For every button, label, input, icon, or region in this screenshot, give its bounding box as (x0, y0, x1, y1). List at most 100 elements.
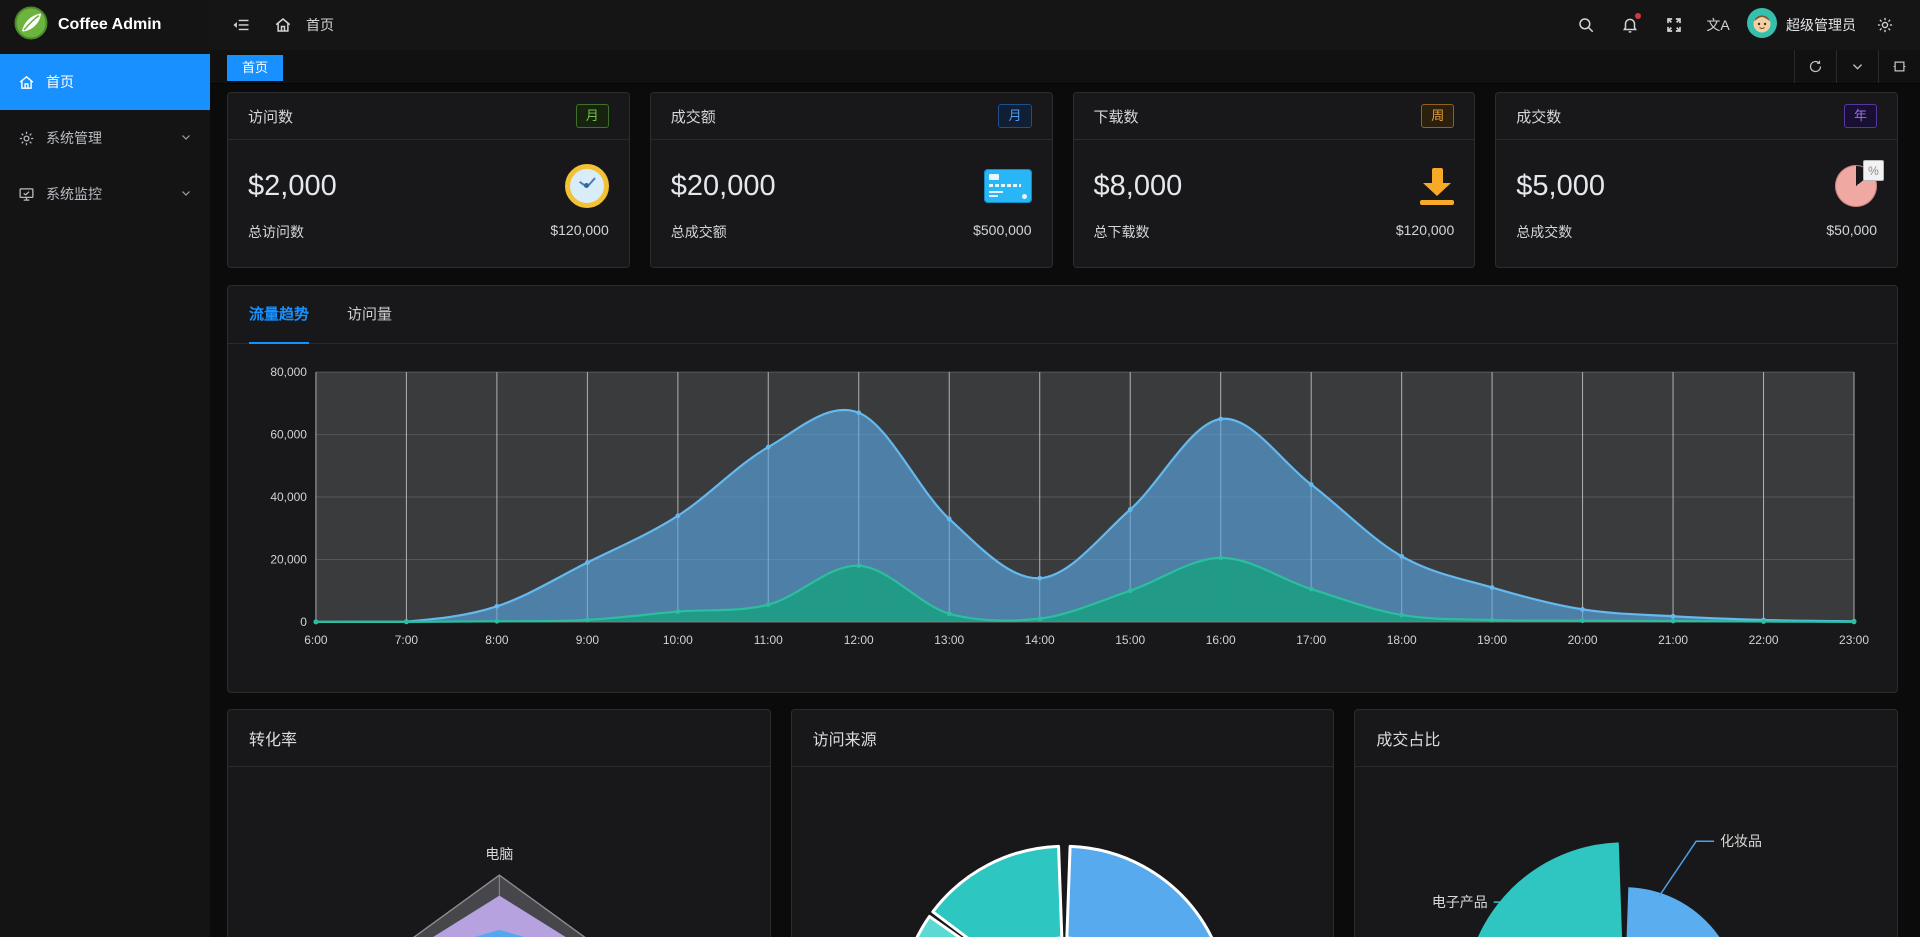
stat-footer-value: $120,000 (550, 222, 609, 238)
stat-card-header: 下载数 周 (1073, 93, 1475, 140)
sidebar-item-label: 系统管理 (46, 130, 102, 146)
stat-card-header: 访问数 月 (228, 93, 629, 140)
tags-controls (1794, 50, 1920, 83)
sidebar-item-label: 系统监控 (46, 186, 102, 202)
svg-text:80,000: 80,000 (270, 365, 307, 379)
sidebar: Coffee Admin 首页 系统管理 系统监控 (0, 0, 210, 937)
svg-text:7:00: 7:00 (395, 633, 419, 647)
stat-card-header: 成交额 月 (650, 93, 1052, 140)
svg-text:10:00: 10:00 (663, 633, 693, 647)
traffic-trend-card: 流量趋势 访问量 0 20,000 40,000 60,000 80,000 6:00 7:… (227, 285, 1898, 693)
user-menu[interactable]: 超级管理员 (1747, 7, 1856, 43)
settings-gear-icon[interactable] (1870, 10, 1900, 40)
period-badge: 月 (998, 104, 1032, 128)
svg-text:12:00: 12:00 (844, 633, 874, 647)
stat-card-downloads: 下载数 周 $8,000 总下载数 $120,000 (1072, 92, 1476, 268)
period-badge: 年 (1843, 104, 1877, 128)
clock-icon (564, 164, 609, 208)
stat-title: 下载数 (1093, 108, 1139, 126)
translate-glyph: 文A (1706, 17, 1730, 33)
svg-text:6:00: 6:00 (304, 633, 328, 647)
stat-card-deals: 成交数 年 $5,000 % 总成交数 $50,000 (1495, 92, 1898, 268)
chevron-down-icon (180, 186, 192, 202)
visit-source-donut-chart (792, 767, 1334, 937)
avatar (1747, 7, 1777, 43)
sidebar-menu: 首页 系统管理 系统监控 (0, 54, 210, 222)
svg-text:19:00: 19:00 (1477, 633, 1507, 647)
svg-text:化妆品: 化妆品 (1720, 833, 1762, 849)
svg-text:20:00: 20:00 (1568, 633, 1598, 647)
chevron-down-icon[interactable] (1836, 50, 1878, 83)
svg-text:14:00: 14:00 (1025, 633, 1055, 647)
card-title: 转化率 (228, 710, 770, 767)
svg-text:0: 0 (300, 615, 307, 629)
svg-text:15:00: 15:00 (1115, 633, 1145, 647)
deal-share-card: 成交占比 化妆品电子产品 (1354, 709, 1899, 937)
traffic-trend-chart: 0 20,000 40,000 60,000 80,000 6:00 7:00 8:00 9:0… (248, 360, 1877, 672)
stat-footer-value: $500,000 (973, 222, 1032, 238)
svg-text:60,000: 60,000 (270, 428, 307, 442)
svg-text:16:00: 16:00 (1206, 633, 1236, 647)
svg-text:8:00: 8:00 (485, 633, 509, 647)
menu-fold-icon[interactable] (226, 10, 256, 40)
bell-icon[interactable] (1615, 10, 1645, 40)
stat-value: $20,000 (670, 169, 776, 202)
leaf-logo-icon (14, 6, 48, 45)
svg-text:电子产品: 电子产品 (1432, 894, 1488, 910)
stat-title: 访问数 (248, 108, 294, 126)
sidebar-item-home[interactable]: 首页 (0, 54, 210, 110)
sidebar-item-system-monitor[interactable]: 系统监控 (0, 166, 210, 222)
home-icon (17, 73, 35, 91)
conversion-rate-card: 转化率 电脑充电器耳机 (227, 709, 771, 937)
download-icon (1420, 167, 1455, 205)
stat-card-header: 成交数 年 (1496, 93, 1897, 140)
conversion-radar-chart: 电脑充电器耳机 (228, 767, 770, 937)
stat-footer-label: 总访问数 (248, 224, 304, 240)
stat-value: $8,000 (1093, 169, 1183, 202)
card-title: 访问来源 (791, 710, 1334, 767)
stat-card-turnover: 成交额 月 $20,000 总成交额 $500,000 (649, 92, 1053, 268)
breadcrumb-home-icon[interactable] (268, 10, 298, 40)
stat-footer-value: $120,000 (1395, 222, 1455, 238)
credit-card-icon (983, 169, 1032, 203)
translate-icon[interactable]: 文A (1703, 10, 1733, 40)
visit-source-card: 访问来源 (790, 709, 1335, 937)
deal-share-pie-chart: 化妆品电子产品 (1355, 767, 1897, 937)
stat-footer-label: 总下载数 (1093, 224, 1150, 240)
sidebar-item-label: 首页 (46, 74, 74, 90)
pie-percent-icon: % (1835, 160, 1884, 207)
refresh-icon[interactable] (1794, 50, 1836, 83)
search-icon[interactable] (1571, 10, 1601, 40)
card-title: 成交占比 (1355, 710, 1898, 767)
svg-text:20,000: 20,000 (270, 552, 307, 566)
stat-footer-value: $50,000 (1826, 222, 1877, 238)
stat-card-visits: 访问数 月 $2,000 总访问数 $120,000 (227, 92, 630, 268)
svg-text:21:00: 21:00 (1658, 633, 1688, 647)
fullscreen-icon[interactable] (1659, 10, 1689, 40)
notification-dot (1635, 13, 1641, 19)
svg-text:11:00: 11:00 (754, 633, 783, 647)
svg-text:电脑: 电脑 (485, 846, 513, 862)
chevron-down-icon (180, 130, 192, 146)
main-content: 访问数 月 $2,000 总访问数 $120,000 成交额 月 (210, 84, 1920, 937)
sidebar-item-system-admin[interactable]: 系统管理 (0, 110, 210, 166)
breadcrumb: 首页 (306, 17, 334, 33)
svg-text:9:00: 9:00 (576, 633, 600, 647)
stat-value: $2,000 (248, 169, 337, 202)
svg-text:13:00: 13:00 (934, 633, 964, 647)
trend-tabs: 流量趋势 访问量 (228, 286, 1897, 344)
maximize-icon[interactable] (1878, 50, 1920, 83)
svg-text:40,000: 40,000 (270, 490, 307, 504)
tag-home[interactable]: 首页 (227, 55, 284, 81)
svg-text:22:00: 22:00 (1749, 633, 1779, 647)
svg-text:18:00: 18:00 (1387, 633, 1417, 647)
brand-name: Coffee Admin (58, 16, 162, 33)
tags-view-bar: 首页 (210, 50, 1920, 84)
tab-traffic-trend[interactable]: 流量趋势 (249, 286, 310, 344)
tab-visits[interactable]: 访问量 (347, 306, 393, 323)
brand-logo: Coffee Admin (0, 0, 210, 50)
svg-text:17:00: 17:00 (1296, 633, 1326, 647)
header-actions: 文A 超级管理员 (1571, 7, 1900, 43)
period-badge: 月 (575, 104, 609, 128)
